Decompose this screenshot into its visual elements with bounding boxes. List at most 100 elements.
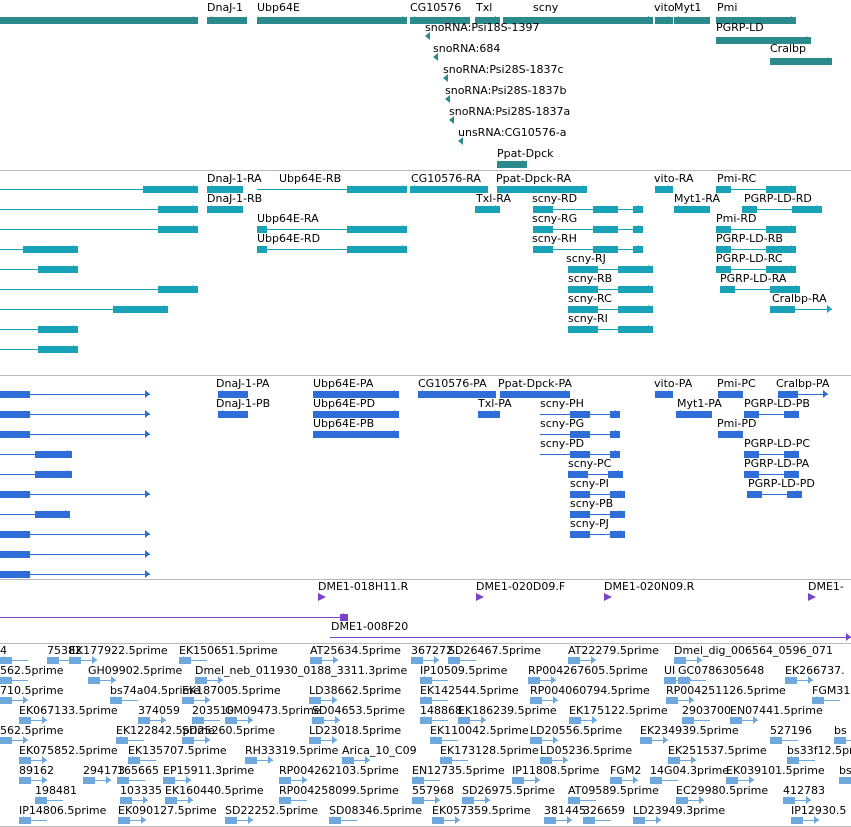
- est-glyph[interactable]: [195, 676, 223, 685]
- feature-label[interactable]: scny: [533, 1, 559, 14]
- est-glyph[interactable]: [310, 656, 338, 665]
- feature-label[interactable]: EK110042.5prime: [430, 724, 529, 737]
- transcript-glyph-left[interactable]: [0, 185, 198, 194]
- feature-label[interactable]: DnaJ-1: [207, 1, 244, 14]
- feature-glyph[interactable]: [720, 285, 800, 294]
- est-glyph[interactable]: [540, 756, 568, 765]
- feature-label[interactable]: bs: [839, 764, 851, 777]
- feature-label[interactable]: scny-RH: [532, 232, 577, 245]
- est-glyph[interactable]: [785, 676, 813, 685]
- feature-label[interactable]: EK122842.5prime: [116, 724, 215, 737]
- feature-glyph[interactable]: [533, 245, 643, 254]
- gene-glyph-pmi[interactable]: [716, 16, 796, 25]
- feature-label[interactable]: RP004267605.5prime: [528, 664, 648, 677]
- est-glyph[interactable]: [412, 796, 440, 805]
- protein-glyph-left[interactable]: [0, 510, 70, 519]
- est-glyph[interactable]: [163, 776, 191, 785]
- feature-glyph[interactable]: [568, 325, 653, 334]
- feature-glyph[interactable]: [540, 430, 620, 439]
- feature-label[interactable]: UI: [664, 664, 676, 677]
- est-glyph[interactable]: [770, 736, 798, 745]
- est-glyph[interactable]: [432, 816, 460, 825]
- feature-label[interactable]: SD22252.5prime: [225, 804, 318, 817]
- feature-glyph[interactable]: [207, 205, 243, 214]
- est-glyph[interactable]: [839, 776, 851, 785]
- feature-label[interactable]: Dmel_neb_011930_0188_3311.3prime: [195, 664, 408, 677]
- feature-label[interactable]: snoRNA:Psi18S-1397: [425, 21, 540, 34]
- est-glyph[interactable]: [165, 796, 193, 805]
- feature-label[interactable]: scny-RD: [532, 192, 578, 205]
- feature-label[interactable]: EK175122.5prime: [569, 704, 668, 717]
- feature-label[interactable]: SD08346.5prime: [329, 804, 422, 817]
- feature-label[interactable]: scny-RB: [568, 272, 613, 285]
- est-glyph[interactable]: [650, 776, 678, 785]
- feature-label[interactable]: LD20556.5prime: [530, 724, 623, 737]
- feature-label[interactable]: AT25634.5prime: [310, 644, 401, 657]
- gene-glyph-myt1[interactable]: [674, 16, 710, 25]
- est-glyph[interactable]: [412, 776, 440, 785]
- feature-label[interactable]: scny-PH: [540, 397, 584, 410]
- est-glyph[interactable]: [528, 676, 556, 685]
- feature-glyph[interactable]: [716, 265, 796, 274]
- feature-label[interactable]: RP004251126.5prime: [666, 684, 786, 697]
- transcript-glyph-left[interactable]: [0, 245, 78, 254]
- feature-label[interactable]: EP15911.3prime: [163, 764, 255, 777]
- feature-label[interactable]: snoRNA:684: [433, 42, 501, 55]
- est-glyph[interactable]: [19, 756, 47, 765]
- est-glyph[interactable]: [544, 816, 572, 825]
- gene-glyph-scny[interactable]: [503, 16, 653, 25]
- feature-glyph[interactable]: [257, 185, 407, 194]
- est-glyph[interactable]: [225, 816, 253, 825]
- feature-label[interactable]: CG10576-PA: [418, 377, 487, 390]
- protein-glyph-left[interactable]: [0, 470, 72, 479]
- feature-label[interactable]: 557968: [412, 784, 454, 797]
- est-glyph[interactable]: [0, 656, 28, 665]
- feature-label[interactable]: 374059: [138, 704, 180, 717]
- feature-glyph[interactable]: [742, 205, 822, 214]
- feature-label[interactable]: scny-RC: [568, 292, 612, 305]
- feature-label[interactable]: 527196: [770, 724, 812, 737]
- est-glyph[interactable]: [569, 716, 597, 725]
- feature-label[interactable]: EK057359.5prime: [432, 804, 531, 817]
- feature-label[interactable]: PGRP-LD-RC: [716, 252, 783, 265]
- feature-label[interactable]: EK090127.5prime: [118, 804, 217, 817]
- est-glyph[interactable]: [279, 796, 307, 805]
- est-glyph[interactable]: [342, 756, 370, 765]
- feature-label[interactable]: Cralbp-PA: [776, 377, 830, 390]
- feature-label[interactable]: Pmi-PD: [717, 417, 757, 430]
- est-glyph[interactable]: [726, 776, 754, 785]
- feature-label[interactable]: 562.5prime: [0, 664, 64, 677]
- est-glyph[interactable]: [674, 656, 702, 665]
- transcript-glyph-left[interactable]: [0, 285, 198, 294]
- feature-label[interactable]: Ubp64E: [257, 1, 300, 14]
- est-glyph[interactable]: [245, 756, 273, 765]
- gene-glyph-txl[interactable]: [475, 16, 500, 25]
- est-glyph[interactable]: [116, 736, 144, 745]
- feature-label[interactable]: Ubp64E-RB: [279, 172, 342, 185]
- gene-glyph-ubp64e[interactable]: [257, 16, 407, 25]
- est-glyph[interactable]: [19, 816, 47, 825]
- feature-label[interactable]: 203510: [192, 704, 234, 717]
- gene-glyph-cg10576[interactable]: [410, 16, 470, 25]
- feature-glyph[interactable]: [778, 390, 828, 399]
- feature-label[interactable]: 4: [0, 644, 7, 657]
- feature-glyph[interactable]: [568, 285, 653, 294]
- feature-glyph[interactable]: [568, 305, 653, 314]
- transcript-glyph-left[interactable]: [0, 265, 78, 274]
- feature-label[interactable]: RP004060794.5prime: [530, 684, 650, 697]
- feature-label[interactable]: PGRP-LD-PA: [744, 457, 810, 470]
- est-glyph[interactable]: [312, 716, 340, 725]
- est-glyph[interactable]: [668, 756, 696, 765]
- est-glyph[interactable]: [666, 696, 694, 705]
- feature-label[interactable]: scny-RI: [568, 312, 608, 325]
- protein-glyph-left[interactable]: [0, 430, 150, 439]
- transcript-glyph-left[interactable]: [0, 325, 78, 334]
- feature-glyph[interactable]: [718, 390, 743, 399]
- feature-label[interactable]: EK251537.5prime: [668, 744, 767, 757]
- est-glyph[interactable]: [430, 736, 458, 745]
- feature-glyph[interactable]: [718, 430, 743, 439]
- est-glyph[interactable]: [110, 696, 138, 705]
- feature-label[interactable]: Dmel_dig_006564_0596_071: [674, 644, 834, 657]
- est-glyph[interactable]: [420, 696, 448, 705]
- feature-label[interactable]: GM09473.5prime: [225, 704, 321, 717]
